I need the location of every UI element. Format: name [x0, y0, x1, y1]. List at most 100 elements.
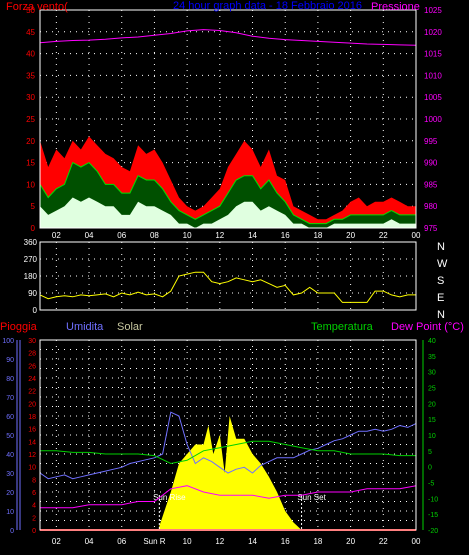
temperature-y-tick: 40	[428, 338, 436, 345]
humidity-y-tick: 50	[6, 433, 14, 440]
humidity-line	[39, 411, 417, 480]
pressure-y-tick: 990	[424, 159, 438, 168]
temperature-y-tick: 0	[428, 465, 432, 472]
compass-label: W	[437, 258, 448, 270]
temperature-y-tick: 30	[428, 370, 436, 377]
wind-min-area	[40, 197, 416, 228]
compass-label: S	[437, 275, 444, 287]
temperature-y-tick: -5	[428, 481, 434, 488]
rain-y-tick: 16	[28, 427, 36, 434]
rain-y-tick: 26	[28, 363, 36, 370]
humidity-y-tick: 40	[6, 452, 14, 459]
wind-x-tick: 16	[281, 231, 290, 240]
wind-y-tick: 10	[26, 180, 35, 189]
wind-x-tick: 20	[346, 231, 355, 240]
rain-y-tick: 6	[32, 490, 36, 497]
dew-point-label: Dew Point (°C)	[391, 321, 464, 333]
pressure-y-tick: 1015	[424, 50, 442, 59]
pressure-y-tick: 980	[424, 202, 438, 211]
humidity-y-tick: 10	[6, 509, 14, 516]
direction-y-tick: 180	[24, 272, 38, 281]
weather-x-tick: 06	[117, 537, 126, 546]
compass-label: N	[437, 309, 445, 321]
wind-y-tick: 50	[26, 6, 35, 15]
humidity-y-tick: 30	[6, 471, 14, 478]
direction-y-tick: 0	[33, 306, 38, 315]
sun-rise-label: Sun Rise	[153, 493, 186, 502]
rain-y-tick: 2	[32, 515, 36, 522]
dew-point-line	[40, 485, 417, 509]
wind-x-tick: 12	[215, 231, 224, 240]
humidity-y-tick: 90	[6, 357, 14, 364]
wind-y-tick: 30	[26, 93, 35, 102]
rain-y-tick: 12	[28, 452, 36, 459]
temperature-y-tick: 25	[428, 386, 436, 393]
wind-left-axis-label: Forza vento(	[6, 1, 68, 13]
weather-x-tick: Sun R	[143, 537, 165, 546]
wind-y-tick: 25	[26, 115, 35, 124]
weather-x-tick: 14	[248, 537, 257, 546]
wind-y-tick: 15	[26, 159, 35, 168]
wind-x-tick: 04	[85, 231, 94, 240]
wind-series	[39, 29, 417, 228]
compass-label: N	[437, 241, 445, 253]
temperature-line	[40, 440, 416, 465]
compass-label: E	[437, 292, 444, 304]
sun-set-label: Sun Set	[297, 493, 326, 502]
wind-y-tick: 40	[26, 50, 35, 59]
wind-panel: 0510152025303540455097598098599099510001…	[6, 0, 442, 240]
humidity-label: Umidita	[66, 321, 104, 333]
direction-frame	[39, 241, 417, 311]
rain-y-tick: 18	[28, 414, 36, 421]
temperature-y-tick: 15	[428, 417, 436, 424]
weather-panel: Sun Rise Sun Set 010203040506070809010002…	[0, 321, 464, 546]
weather-x-tick: 12	[215, 537, 224, 546]
rain-y-tick: 4	[32, 503, 36, 510]
rain-y-tick: 14	[28, 439, 36, 446]
wind-x-tick: 22	[379, 231, 388, 240]
chart-title: 24 hour graph data - 18 Febbraio 2016	[173, 0, 362, 12]
temperature-y-tick: 10	[428, 433, 436, 440]
direction-series	[39, 271, 416, 303]
wind-x-tick: 06	[117, 231, 126, 240]
pressure-axis-label: Pressione	[371, 1, 420, 13]
rain-y-tick: 28	[28, 351, 36, 358]
pressure-y-tick: 985	[424, 180, 438, 189]
wind-y-tick: 20	[26, 137, 35, 146]
rain-y-tick: 8	[32, 477, 36, 484]
weather-x-tick: 02	[52, 537, 61, 546]
wind-y-tick: 0	[31, 224, 36, 233]
pressure-y-tick: 1000	[424, 115, 442, 124]
pressure-y-tick: 1010	[424, 71, 442, 80]
solar-label: Solar	[117, 321, 143, 333]
wind-x-tick: 08	[150, 231, 159, 240]
pressure-y-tick: 1005	[424, 93, 442, 102]
temperature-y-tick: -15	[428, 512, 438, 519]
pressure-y-tick: 995	[424, 137, 438, 146]
wind-x-tick: 18	[313, 231, 322, 240]
wind-avg-line	[39, 161, 416, 225]
wind-x-tick: 10	[183, 231, 192, 240]
direction-y-tick: 360	[24, 238, 38, 247]
weather-x-tick: 04	[85, 537, 94, 546]
weather-x-tick: 20	[346, 537, 355, 546]
weather-x-tick: 22	[379, 537, 388, 546]
weather-x-tick: 18	[313, 537, 322, 546]
weather-x-tick: 00	[412, 537, 421, 546]
pressure-line	[39, 29, 417, 46]
direction-line	[39, 271, 416, 303]
rain-y-tick: 20	[28, 401, 36, 408]
temperature-label: Temperatura	[311, 321, 374, 333]
rain-y-tick: 10	[28, 465, 36, 472]
temperature-y-tick: 20	[428, 401, 436, 408]
wind-x-tick: 02	[52, 231, 61, 240]
solar-area	[159, 416, 302, 530]
humidity-y-tick: 80	[6, 376, 14, 383]
temperature-y-tick: -20	[428, 528, 438, 535]
wind-y-tick: 45	[26, 28, 35, 37]
temperature-y-tick: 35	[428, 354, 436, 361]
rain-y-tick: 30	[28, 338, 36, 345]
